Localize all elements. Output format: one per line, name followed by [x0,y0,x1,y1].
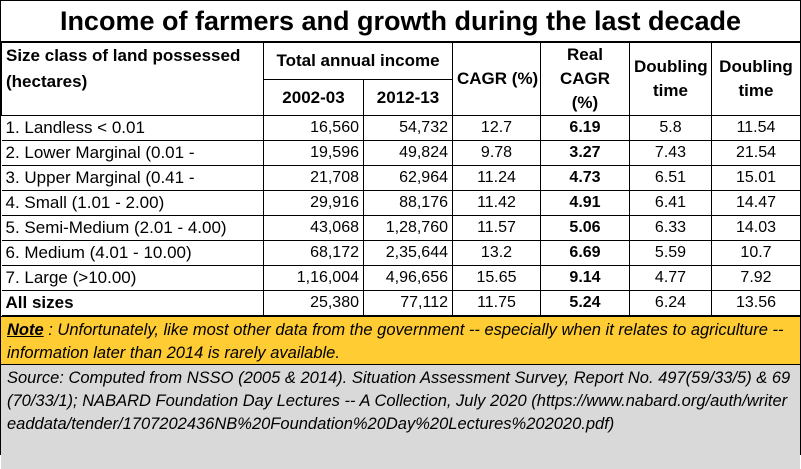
cell-income-2002: 1,16,004 [263,265,364,291]
total-row: All sizes 25,380 77,112 11.75 5.24 6.24 13.56 [1,290,801,316]
cell-income-2012: 54,732 [363,115,453,141]
cell-real-cagr: 5.06 [540,215,630,241]
header-real-cagr: Real CAGR (%) [540,42,630,116]
cell-real-cagr: 6.19 [540,115,630,141]
cell-real-cagr: 4.73 [540,165,630,191]
cell-doubling-time-2: 7.92 [711,265,801,291]
cell-income-2002: 25,380 [263,290,364,316]
cell-income-2002: 43,068 [263,215,364,241]
cell-income-2002: 29,916 [263,190,364,216]
header-year-2002: 2002-03 [263,79,364,116]
cell-doubling-time-1: 5.8 [629,115,712,141]
cell-real-cagr: 3.27 [540,140,630,166]
table-row: 7. Large (>10.00) 1,16,004 4,96,656 15.65 9.… [1,265,801,291]
cell-income-2012: 62,964 [363,165,453,191]
cell-cagr: 11.57 [452,215,541,241]
table-row: 4. Small (1.01 - 2.00) 29,916 88,176 11.42 4… [1,190,801,216]
note-label: Note [7,321,44,339]
note-box: Note : Unfortunately, like most other da… [1,316,800,364]
header-doubling-time-1: Doubling time [629,42,712,116]
cell-doubling-time-1: 6.33 [629,215,712,241]
cell-real-cagr: 4.91 [540,190,630,216]
cell-size-class: 4. Small (1.01 - 2.00) [1,190,264,216]
cell-income-2012: 88,176 [363,190,453,216]
cell-size-class: All sizes [1,290,264,316]
income-table: Size class of land possessed (hectares) … [1,41,801,316]
cell-doubling-time-1: 6.24 [629,290,712,316]
cell-doubling-time-2: 21.54 [711,140,801,166]
cell-doubling-time-1: 6.41 [629,190,712,216]
cell-size-class: 5. Semi-Medium (2.01 - 4.00) [1,215,264,241]
cell-real-cagr: 6.69 [540,240,630,266]
table-row: 5. Semi-Medium (2.01 - 4.00) 43,068 1,28,7… [1,215,801,241]
header-year-2012: 2012-13 [363,79,453,116]
cell-doubling-time-1: 7.43 [629,140,712,166]
cell-cagr: 9.78 [452,140,541,166]
cell-size-class: 3. Upper Marginal (0.41 - [1,165,264,191]
cell-size-class: 6. Medium (4.01 - 10.00) [1,240,264,266]
source-box: Source: Computed from NSSO (2005 & 2014)… [1,364,800,469]
table-row: 1. Landless < 0.01 16,560 54,732 12.7 6.19 5.… [1,115,801,141]
cell-cagr: 12.7 [452,115,541,141]
table-row: 6. Medium (4.01 - 10.00) 68,172 2,35,644 13… [1,240,801,266]
cell-cagr: 11.42 [452,190,541,216]
cell-cagr: 13.2 [452,240,541,266]
chart-title: Income of farmers and growth during the … [1,1,800,42]
cell-income-2002: 16,560 [263,115,364,141]
cell-doubling-time-2: 14.03 [711,215,801,241]
cell-income-2002: 68,172 [263,240,364,266]
cell-real-cagr: 5.24 [540,290,630,316]
cell-size-class: 7. Large (>10.00) [1,265,264,291]
source-text: Source: Computed from NSSO (2005 & 2014)… [7,369,791,433]
header-total-income: Total annual income [263,41,453,81]
cell-income-2012: 49,824 [363,140,453,166]
cell-doubling-time-1: 6.51 [629,165,712,191]
cell-cagr: 11.75 [452,290,541,316]
header-doubling-time-2: Doubling time [711,42,801,116]
header-size-class: Size class of land possessed (hectares) [1,42,264,116]
table-body: 1. Landless < 0.01 16,560 54,732 12.7 6.19 5.… [1,115,801,316]
cell-income-2002: 19,596 [263,140,364,166]
cell-income-2012: 77,112 [363,290,453,316]
cell-doubling-time-1: 4.77 [629,265,712,291]
cell-real-cagr: 9.14 [540,265,630,291]
cell-cagr: 15.65 [452,265,541,291]
cell-doubling-time-2: 15.01 [711,165,801,191]
cell-size-class: 2. Lower Marginal (0.01 - [1,140,264,166]
cell-income-2012: 4,96,656 [363,265,453,291]
header-cagr: CAGR (%) [452,42,541,116]
table-row: 3. Upper Marginal (0.41 -21,708 62,964 11.… [1,165,801,191]
cell-income-2012: 2,35,644 [363,240,453,266]
cell-doubling-time-2: 14.47 [711,190,801,216]
cell-income-2012: 1,28,760 [363,215,453,241]
cell-cagr: 11.24 [452,165,541,191]
cell-doubling-time-2: 11.54 [711,115,801,141]
cell-income-2002: 21,708 [263,165,364,191]
table-row: 2. Lower Marginal (0.01 -19,596 49,824 9.7… [1,140,801,166]
cell-doubling-time-2: 10.7 [711,240,801,266]
cell-size-class: 1. Landless < 0.01 [1,115,264,141]
cell-doubling-time-2: 13.56 [711,290,801,316]
cell-doubling-time-1: 5.59 [629,240,712,266]
note-text: : Unfortunately, like most other data fr… [7,321,784,362]
